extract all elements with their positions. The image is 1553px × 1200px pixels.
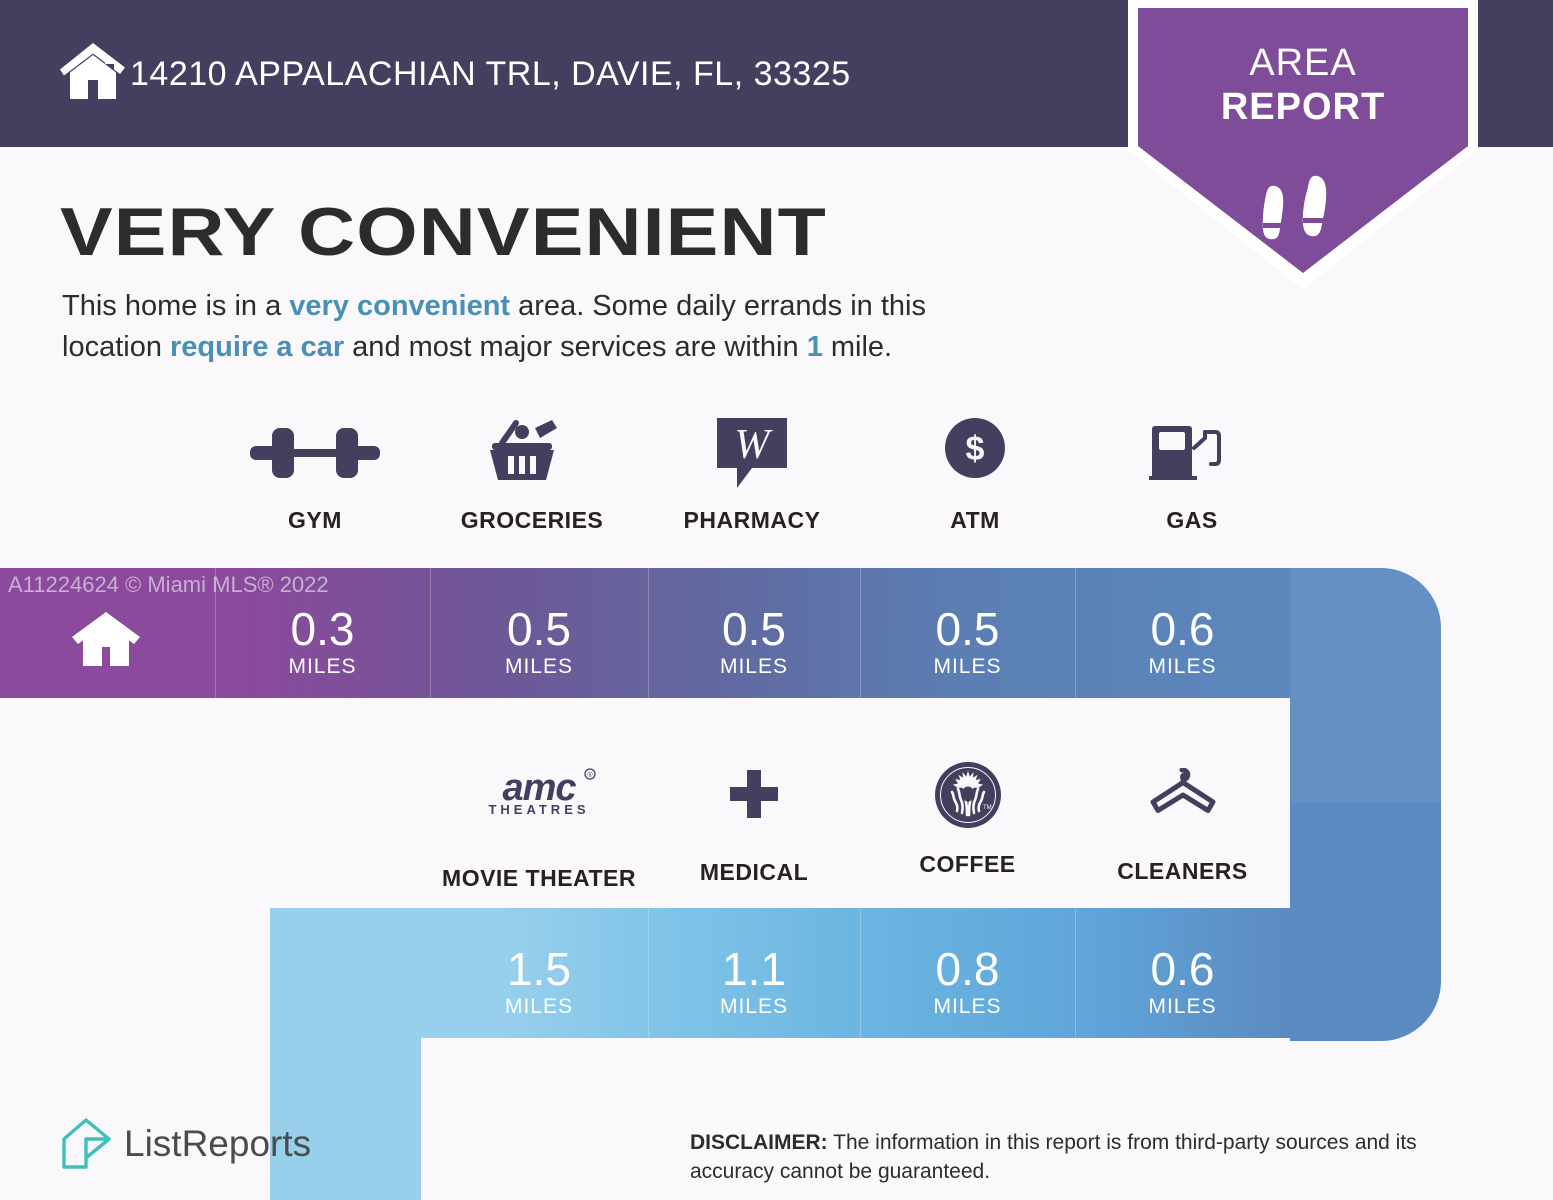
svg-text:TM: TM	[983, 805, 992, 811]
svg-text:THEATRES: THEATRES	[488, 802, 589, 817]
svg-text:W: W	[735, 422, 774, 468]
svg-text:$: $	[966, 430, 985, 468]
svg-text:®: ®	[587, 771, 593, 779]
